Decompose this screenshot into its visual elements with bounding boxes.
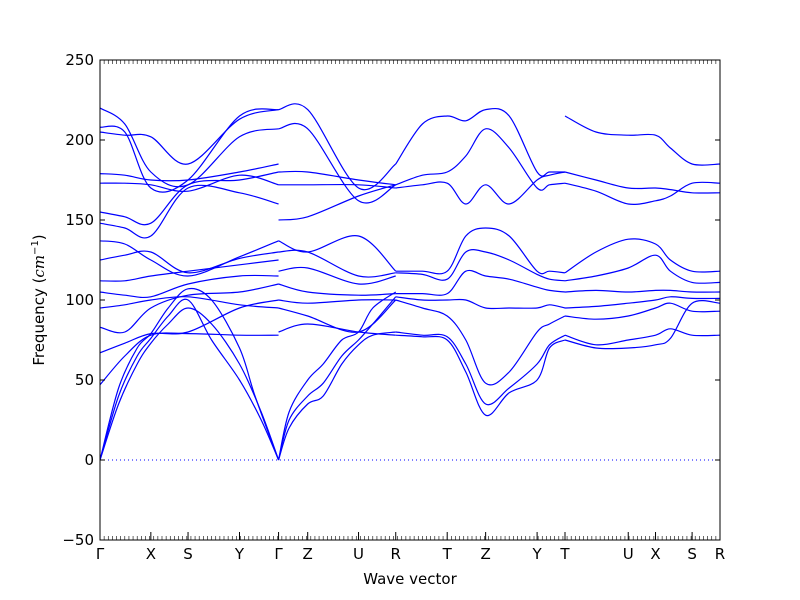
y-tick-label: 0 xyxy=(84,451,94,469)
phonon-band xyxy=(277,291,397,461)
x-tick-label: R xyxy=(391,545,401,563)
phonon-band xyxy=(277,331,396,461)
x-tick-label: S xyxy=(687,545,697,563)
phonon-band xyxy=(100,109,279,165)
phonon-band xyxy=(564,300,720,350)
phonon-band xyxy=(100,259,279,282)
phonon-band xyxy=(395,128,566,191)
phonon-band xyxy=(564,328,720,346)
y-axis-unit: cm xyxy=(30,255,48,278)
y-axis-title: Frequency (cm−1) xyxy=(30,234,48,365)
y-axis-unit-exponent: −1 xyxy=(30,240,41,255)
phonon-band xyxy=(395,107,565,177)
x-tick-label: R xyxy=(715,545,725,563)
phonon-band xyxy=(100,250,279,274)
phonon-band xyxy=(100,298,280,461)
phonon-band xyxy=(395,171,566,205)
x-tick-label: Γ xyxy=(96,545,105,563)
phonon-band xyxy=(564,296,720,309)
phonon-band xyxy=(564,238,720,274)
phonon-band xyxy=(278,122,397,204)
x-tick-label: U xyxy=(623,545,634,563)
phonon-band xyxy=(395,227,566,275)
phonon-band xyxy=(278,183,396,189)
phonon-band xyxy=(395,269,566,296)
x-tick-label: T xyxy=(559,545,570,563)
phonon-band xyxy=(564,302,720,320)
phonon-band xyxy=(564,289,720,293)
phonon-band xyxy=(100,163,279,182)
phonon-band xyxy=(564,254,720,284)
x-tick-label: U xyxy=(353,545,364,563)
phonon-band xyxy=(278,235,397,272)
phonon-band xyxy=(278,249,396,278)
phonon-band xyxy=(100,274,279,299)
y-axis-title-text: Frequency xyxy=(30,288,48,366)
phonon-band xyxy=(100,307,280,461)
phonon-band xyxy=(100,184,279,239)
y-tick-label: −50 xyxy=(62,531,94,549)
x-tick-label: T xyxy=(442,545,453,563)
phonon-band xyxy=(395,334,566,417)
phonon-band xyxy=(395,299,566,386)
phonon-band xyxy=(278,283,396,296)
phonon-band xyxy=(100,171,279,226)
phonon-band xyxy=(100,174,279,193)
y-tick-label: 100 xyxy=(65,291,94,309)
phonon-band xyxy=(100,107,279,188)
y-tick-label: 250 xyxy=(65,51,94,69)
y-axis-title-close-paren: ) xyxy=(30,234,48,240)
phonon-band xyxy=(100,240,279,277)
phonon-band xyxy=(100,108,279,193)
plot-frame xyxy=(99,59,721,541)
phonon-band xyxy=(395,249,566,282)
phonon-band xyxy=(564,181,720,205)
y-tick-label: 150 xyxy=(65,211,94,229)
x-minor-ticks xyxy=(99,60,721,540)
x-tick-label: Y xyxy=(234,545,245,563)
phonon-band xyxy=(100,332,279,386)
x-tick-label: S xyxy=(183,545,193,563)
x-tick-label: Γ xyxy=(274,545,283,563)
phonon-bands xyxy=(100,103,720,461)
phonon-band xyxy=(278,299,396,304)
x-tick-label: X xyxy=(650,545,660,563)
x-tick-label: Z xyxy=(480,545,490,563)
y-axis: −50 0 50 100 150 200 250 xyxy=(62,51,720,549)
x-tick-label: Z xyxy=(303,545,313,563)
phonon-band xyxy=(395,296,566,310)
x-tick-label: X xyxy=(146,545,156,563)
phonon-band xyxy=(100,296,279,309)
phonon-band xyxy=(395,331,566,406)
phonon-band xyxy=(100,287,280,461)
phonon-band xyxy=(278,266,396,285)
phonon-band xyxy=(564,115,720,166)
phonon-band xyxy=(100,283,279,334)
x-axis-title: Wave vector xyxy=(363,570,457,588)
y-axis-title-open-paren: ( xyxy=(30,278,48,289)
phonon-band xyxy=(278,299,397,333)
phonon-band xyxy=(564,171,720,194)
phonon-band xyxy=(278,184,396,221)
phonon-band xyxy=(278,170,396,186)
phonon-band xyxy=(278,323,396,336)
y-tick-label: 50 xyxy=(75,371,94,389)
phonon-band xyxy=(100,299,279,354)
x-tick-label: Y xyxy=(532,545,543,563)
y-tick-label: 200 xyxy=(65,131,94,149)
